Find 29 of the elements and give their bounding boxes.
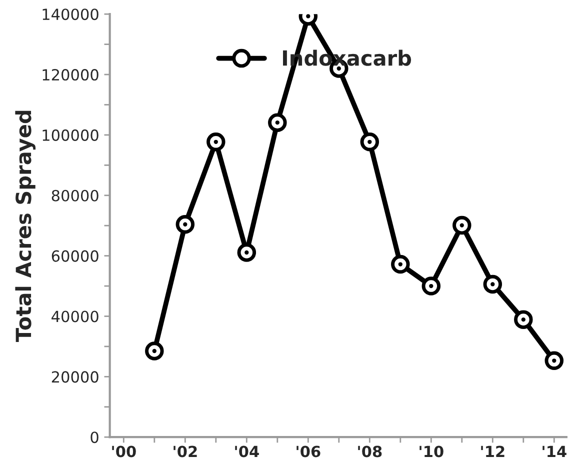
x-tick-label: '10 (420, 446, 444, 458)
point (145, 342, 164, 360)
y-tick-label: 140000 (42, 8, 98, 20)
y-tick-label: 100000 (42, 129, 98, 141)
x-tick-label: '00 (112, 446, 136, 458)
point (422, 276, 441, 296)
x-tick-label: '04 (235, 446, 259, 458)
y-tick-label: 80000 (52, 190, 98, 202)
x-tick-label: '06 (296, 446, 320, 458)
y-tick-label: 40000 (52, 310, 98, 322)
point (514, 310, 533, 329)
y-tick-label: 120000 (42, 68, 98, 81)
x-tick-label: '02 (174, 446, 197, 458)
point (206, 132, 226, 152)
y-tick-label: 20000 (52, 371, 98, 383)
point (237, 243, 256, 262)
x-tick-label: '08 (358, 446, 382, 458)
point (391, 254, 410, 274)
y-tick-label: 0 (90, 432, 98, 444)
point (483, 274, 502, 294)
point (176, 215, 195, 234)
x-tick-label: '14 (542, 446, 566, 458)
point (268, 113, 287, 132)
point (360, 132, 380, 152)
y-tick-label: 60000 (52, 250, 98, 262)
point (452, 216, 472, 235)
point (544, 351, 564, 370)
x-tick-label: '12 (481, 446, 504, 458)
y-axis-title: Total Acres Sprayed (15, 110, 36, 342)
